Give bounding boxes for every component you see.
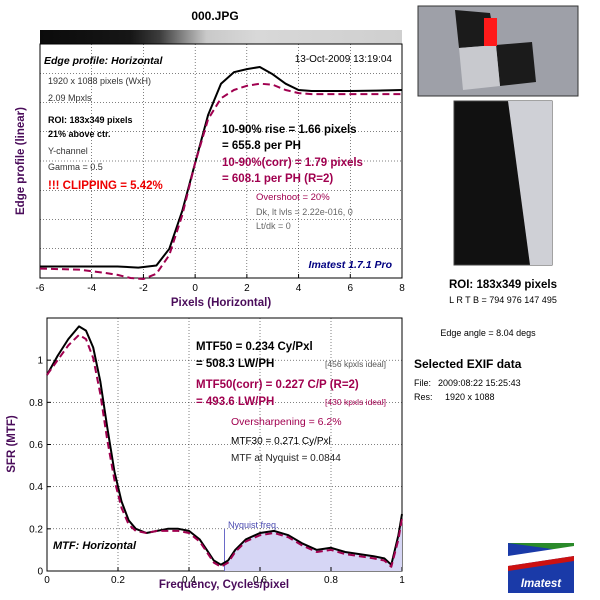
gamma-text: Gamma = 0.5 (48, 162, 103, 172)
roi-label: ROI: 183x349 pixels (449, 279, 557, 291)
mtf-x-axis-label: Frequency, Cycles/pixel (159, 579, 289, 591)
image-size-text: 1920 x 1088 pixels (WxH) (48, 76, 151, 86)
rise-text: 10-90% rise = 1.66 pixels (222, 124, 357, 136)
logo-white-stripe (508, 546, 574, 566)
edge-x-tick-label: -4 (87, 283, 96, 294)
mtf-nyquist-text: MTF at Nyquist = 0.0844 (231, 453, 341, 464)
mtf-y-tick-label: 0.4 (29, 482, 43, 493)
edge-x-tick-label: -6 (36, 283, 45, 294)
mtf50-ideal-text: [456 kpxls ideal] (325, 359, 386, 369)
roi-size-text: ROI: 183x349 pixels (48, 115, 133, 125)
mtf-x-tick-label: 0.4 (182, 575, 196, 586)
mtf-panel: 0 0.2 0.4 0.6 0.8 1 0 0.2 0.4 0.6 0.8 1 Nyquist fr… (6, 317, 405, 591)
roi-thumbnail (417, 5, 579, 97)
mtf-x-tick-label: 0 (44, 575, 50, 586)
edge-grid (40, 44, 402, 278)
light-dark-ratio-text: Lt/dk = 0 (256, 221, 291, 231)
mtf-header: MTF: Horizontal (53, 540, 137, 552)
logo-red-stripe (508, 556, 574, 571)
edge-series-group (39, 66, 403, 280)
roi-crop-light-side (508, 101, 552, 265)
mtf-x-tick-label: 1 (399, 575, 405, 586)
edge-profile-line (40, 66, 403, 269)
edge-x-axis-label: Pixels (Horizontal) (171, 297, 271, 309)
edge-x-tick-label: 2 (244, 283, 250, 294)
mtf-corrected-line (46, 333, 403, 568)
roi-position-text: 21% above ctr. (48, 129, 111, 139)
exif-title: Selected EXIF data (414, 357, 522, 371)
mtf50-corr-text: MTF50(corr) = 0.227 C/P (R=2) (196, 379, 359, 391)
thumbnail-light-square (459, 45, 500, 90)
overshoot-text: Overshoot = 20% (256, 192, 330, 203)
dark-light-levels-text: Dk, lt lvls = 2.22e-016, 0 (256, 207, 353, 217)
rise-corr-text: 10-90%(corr) = 1.79 pixels (222, 157, 363, 169)
edge-profile-panel: -6 -4 -2 0 2 4 6 8 Edge profile: Horizontal 13-… (15, 30, 405, 309)
edge-x-tick-label: 4 (296, 283, 302, 294)
mtf-y-axis-label: SFR (MTF) (6, 415, 18, 473)
mtf50-text: MTF50 = 0.234 Cy/Pxl (196, 341, 313, 353)
mtf50-lwph-text: = 508.3 LW/PH (196, 358, 274, 370)
mtf30-text: MTF30 = 0.271 Cy/Pxl (231, 436, 331, 447)
exif-file-label: File: (414, 378, 431, 388)
edge-x-ticks: -6 -4 -2 0 2 4 6 8 (36, 274, 405, 294)
mtf-line (46, 325, 403, 566)
edge-gray-strip (40, 30, 402, 44)
mtf-x-tick-label: 0.6 (253, 575, 267, 586)
imatest-logo: Imatest (508, 543, 574, 593)
exif-res-value: 1920 x 1088 (445, 392, 495, 402)
exif-res-label: Res: (414, 392, 433, 402)
mtf-y-tick-label: 0.2 (29, 524, 43, 535)
edge-angle-text: Edge angle = 8.04 degs (440, 328, 536, 338)
mtf-y-tick-label: 0.8 (29, 398, 43, 409)
nyquist-label: Nyquist freq. (228, 520, 279, 530)
megapixel-text: 2.09 Mpxls (48, 93, 92, 103)
mtf-x-tick-label: 0.2 (111, 575, 125, 586)
edge-header: Edge profile: Horizontal (44, 55, 164, 67)
edge-timestamp: 13-Oct-2009 13:19:04 (295, 54, 393, 65)
edge-y-axis-label: Edge profile (linear) (15, 107, 27, 215)
edge-x-tick-label: 6 (348, 283, 354, 294)
thumbnail-roi-marker (484, 18, 497, 46)
edge-x-tick-label: 0 (192, 283, 198, 294)
mtf-x-ticks: 0 0.2 0.4 0.6 0.8 1 (44, 567, 405, 586)
roi-lrtb-text: L R T B = 794 976 147 495 (449, 295, 557, 305)
nyquist-region-fill (224, 514, 402, 571)
report-title: 000.JPG (191, 9, 238, 23)
edge-x-tick-label: -2 (139, 283, 148, 294)
channel-text: Y-channel (48, 146, 88, 156)
mtf50-corr-ideal-text: [430 kpxls ideal] (325, 397, 386, 407)
rise-corr-ph-text: = 608.1 per PH (R=2) (222, 173, 333, 185)
mtf-y-tick-label: 0.6 (29, 440, 43, 451)
mtf-y-tick-label: 0 (37, 567, 43, 578)
rise-ph-text: = 655.8 per PH (222, 140, 301, 152)
exif-file-value: 2009:08:22 15:25:43 (438, 378, 521, 388)
thumbnail-dark-square-lower (496, 42, 536, 86)
mtf-y-tick-label: 1 (37, 356, 43, 367)
imatest-version-text: Imatest 1.7.1 Pro (309, 259, 393, 271)
mtf-series-group (46, 325, 403, 568)
oversharpening-text: Oversharpening = 6.2% (231, 416, 342, 428)
mtf50-corr-lwph-text: = 493.6 LW/PH (196, 396, 274, 408)
edge-x-tick-label: 8 (399, 283, 405, 294)
roi-crop (453, 100, 553, 266)
mtf-y-ticks: 0 0.2 0.4 0.6 0.8 1 (29, 356, 51, 578)
mtf-x-tick-label: 0.8 (324, 575, 338, 586)
logo-text: Imatest (521, 578, 562, 590)
clipping-warning: !!! CLIPPING = 5.42% (48, 180, 163, 192)
